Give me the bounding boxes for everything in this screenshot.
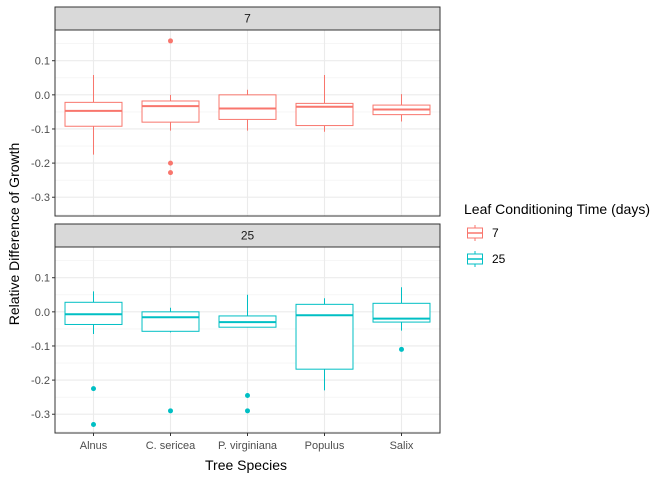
facet-strip-label: 25 bbox=[241, 229, 255, 243]
x-tick-label: Alnus bbox=[80, 440, 108, 452]
facet-strip-label: 7 bbox=[244, 12, 251, 26]
box-salix bbox=[372, 287, 431, 352]
x-tick-label: Populus bbox=[305, 440, 345, 452]
legend-label: 7 bbox=[492, 226, 499, 240]
x-axis: Alnus C. sericea P. virginiana Populus Salix bbox=[80, 433, 414, 452]
outlier-point bbox=[168, 170, 173, 176]
legend-title: Leaf Conditioning Time (days) bbox=[464, 201, 650, 217]
box-body bbox=[372, 302, 431, 323]
box-body bbox=[295, 102, 354, 127]
box-body bbox=[295, 303, 354, 370]
outlier-point bbox=[91, 386, 96, 392]
box-c-sericea bbox=[141, 38, 200, 176]
legend-label: 25 bbox=[492, 252, 506, 266]
y-tick-label: 0.0 bbox=[35, 90, 50, 102]
box-body bbox=[64, 101, 123, 127]
y-tick-label: 0.0 bbox=[35, 307, 50, 319]
facet-panel-25: 25 0.1 0.0 -0.1 -0.2 -0.3 bbox=[31, 223, 441, 434]
y-tick-label: 0.1 bbox=[35, 56, 50, 68]
outlier-point bbox=[245, 408, 250, 414]
box-c-sericea bbox=[141, 307, 200, 414]
y-tick-label: -0.3 bbox=[31, 192, 50, 204]
outlier-point bbox=[168, 408, 173, 414]
x-axis-title: Tree Species bbox=[205, 457, 287, 473]
y-tick-label: 0.1 bbox=[35, 273, 50, 285]
y-tick-label: -0.2 bbox=[31, 158, 50, 170]
outlier-point bbox=[245, 392, 250, 398]
box-body bbox=[218, 94, 277, 120]
x-tick-label: P. virginiana bbox=[218, 440, 278, 452]
box-salix bbox=[372, 94, 431, 122]
outlier-point bbox=[91, 421, 96, 427]
y-tick-label: -0.3 bbox=[31, 409, 50, 421]
box-body bbox=[141, 311, 200, 332]
x-tick-label: Salix bbox=[390, 440, 414, 452]
box-alnus bbox=[64, 291, 123, 427]
box-populus bbox=[295, 75, 354, 132]
y-axis-title: Relative Difference of Growth bbox=[6, 143, 22, 326]
panel-border bbox=[54, 29, 441, 217]
y-tick-label: -0.2 bbox=[31, 375, 50, 387]
box-p-virginiana bbox=[218, 294, 277, 414]
legend-key-25: 25 bbox=[466, 250, 506, 268]
y-tick-label: -0.1 bbox=[31, 124, 50, 136]
facet-panels: 7 0.1 0.0 -0.1 -0.2 -0.3 25 0.1 0.0 -0.1 -0.2 -0.3 bbox=[31, 6, 441, 434]
box-body bbox=[141, 100, 200, 123]
box-populus bbox=[295, 298, 354, 391]
outlier-point bbox=[168, 38, 173, 44]
box-p-virginiana bbox=[218, 89, 277, 131]
outlier-point bbox=[399, 346, 404, 352]
x-tick-label: C. sericea bbox=[146, 440, 196, 452]
legend-key-7: 7 bbox=[466, 224, 499, 242]
box-alnus bbox=[64, 75, 123, 155]
y-tick-label: -0.1 bbox=[31, 341, 50, 353]
legend: Leaf Conditioning Time (days) 7 25 bbox=[464, 201, 650, 268]
outlier-point bbox=[168, 160, 173, 166]
facet-panel-7: 7 0.1 0.0 -0.1 -0.2 -0.3 bbox=[31, 6, 441, 217]
